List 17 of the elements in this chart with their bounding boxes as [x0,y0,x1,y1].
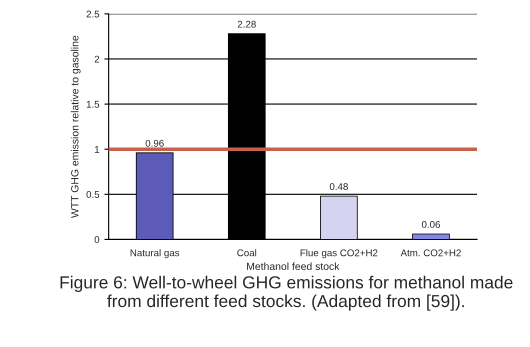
x-axis-title: Methanol feed stock [247,262,340,270]
y-tick-label: 1 [94,146,100,153]
y-tick-label: 2 [94,56,100,63]
y-tick-label: 0 [94,236,100,244]
x-tick-label: Atm. CO2+H2 [400,249,461,256]
y-tick-label: 1.5 [86,100,100,108]
data-label: 2.28 [238,20,256,28]
data-label: 0.48 [330,183,348,190]
y-axis-title: WTT GHG emission relative to gasoline [70,36,81,218]
y-tick-label: 0.5 [86,191,100,198]
x-tick-label: Coal [237,249,256,256]
data-label: 0.96 [146,140,164,147]
x-tick-label: Natural gas [130,249,180,258]
caption: Figure 6: Well-to-wheel GHG emissions for methanol made from different feed stocks. (Adapted from [59]). [60,276,513,311]
y-tick-label: 2.5 [86,10,100,18]
data-label: 0.06 [422,221,440,228]
x-tick-label: Flue gas CO2+H2 [300,249,378,258]
